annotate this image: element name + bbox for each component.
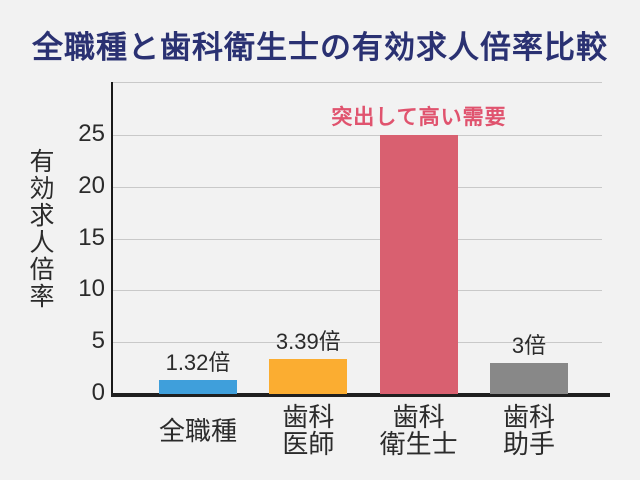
- y-tick-label: 15: [78, 223, 105, 251]
- gridline: [113, 238, 602, 240]
- bar-3: [379, 134, 458, 394]
- gridline: [113, 186, 602, 188]
- bar-1: [159, 380, 237, 394]
- gridline: [113, 134, 602, 136]
- x-axis-label: 歯科 助手: [502, 402, 555, 459]
- bar-value-label: 3倍: [511, 332, 547, 358]
- chart-title: 全職種と歯科衛生士の有効求人倍率比較: [32, 30, 608, 65]
- bar-value-label: 3.39倍: [275, 328, 341, 354]
- y-tick-label: 20: [78, 171, 105, 199]
- y-axis-line: [111, 82, 113, 394]
- x-axis-label: 全職種: [158, 415, 237, 446]
- y-tick-label: 0: [91, 379, 105, 406]
- y-tick-label: 5: [91, 327, 105, 355]
- x-axis-label: 歯科 衛生士: [379, 402, 458, 459]
- gridline: [113, 290, 602, 292]
- bar-4: [489, 362, 568, 394]
- plot-area: 突出して高い需要 1.32倍 3.39倍 3倍: [113, 82, 602, 394]
- bar-2: [269, 358, 348, 394]
- y-tick-label: 25: [78, 119, 105, 147]
- x-axis-line: [111, 393, 610, 397]
- annotation-label: 突出して高い需要: [331, 106, 507, 129]
- y-axis-title: 有効求人倍率: [26, 148, 54, 310]
- y-tick-label: 10: [78, 275, 105, 303]
- gridline: [113, 342, 602, 344]
- x-axis-label: 歯科 医師: [282, 402, 335, 459]
- y-tick-labels: 0 5 10 15 20 25: [38, 0, 105, 480]
- bar-value-label: 1.32倍: [165, 350, 231, 376]
- x-axis-labels: 全職種 歯科 医師 歯科 衛生士 歯科 助手: [113, 403, 602, 463]
